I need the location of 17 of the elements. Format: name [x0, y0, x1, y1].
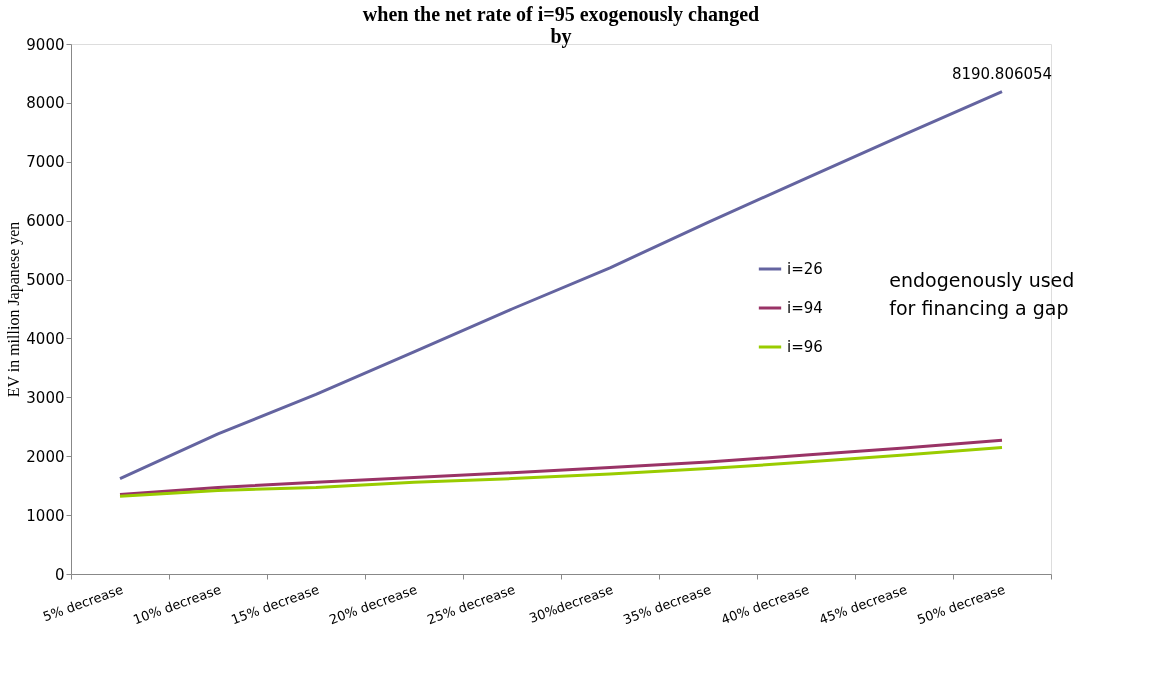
- chart-title: when the net rate of i=95 exogenously changed by: [362, 3, 760, 48]
- y-tick-label: 5000: [26, 271, 65, 290]
- annotation: 8190.806054: [951, 64, 1053, 83]
- legend-label: i=26: [787, 260, 823, 278]
- y-tick-label: 4000: [26, 329, 65, 348]
- annotation: endogenously used for financing a gap: [889, 268, 1075, 319]
- legend-label: i=94: [787, 299, 823, 317]
- y-tick-label: 6000: [26, 212, 65, 231]
- y-tick-label: 3000: [26, 388, 65, 407]
- legend-label: i=96: [787, 338, 823, 356]
- y-axis-title: EV in million Japanese yen: [5, 221, 24, 398]
- y-tick-label: 2000: [26, 447, 65, 466]
- y-tick-label: 7000: [26, 153, 65, 172]
- y-tick-label: 9000: [26, 35, 65, 54]
- y-tick-label: 0: [54, 565, 65, 584]
- y-tick-label: 1000: [26, 506, 65, 525]
- y-tick-label: 8000: [26, 94, 65, 113]
